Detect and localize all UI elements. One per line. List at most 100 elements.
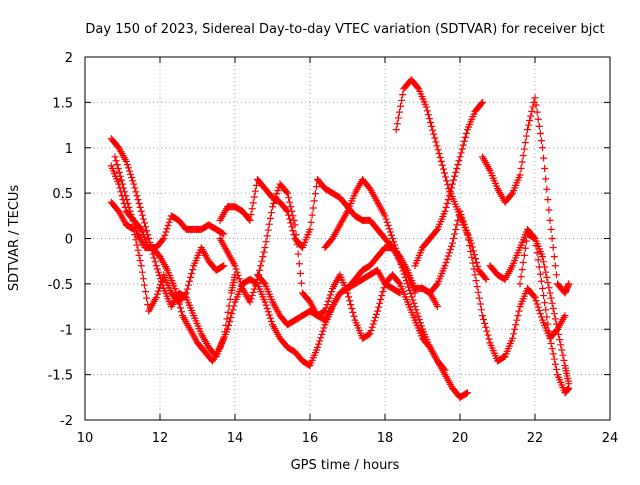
data-point — [537, 137, 545, 145]
series-12 — [419, 207, 569, 365]
x-tick-label: 14 — [227, 431, 244, 446]
data-point — [367, 327, 375, 335]
data-point — [552, 320, 560, 328]
data-point — [417, 322, 425, 330]
data-point — [376, 299, 384, 307]
data-point — [533, 300, 541, 308]
data-point — [161, 231, 169, 239]
data-point — [263, 232, 271, 240]
data-point — [377, 295, 385, 303]
data-point — [114, 164, 122, 172]
data-point — [432, 138, 440, 146]
data-point — [140, 219, 148, 227]
data-point — [306, 225, 314, 233]
data-point — [129, 217, 137, 225]
data-point — [467, 247, 475, 255]
data-point — [139, 275, 147, 283]
data-point — [294, 250, 302, 258]
data-point — [549, 305, 557, 313]
data-point — [460, 220, 468, 228]
data-point — [542, 175, 550, 183]
data-point — [462, 227, 470, 235]
data-point — [292, 231, 300, 239]
data-point — [220, 230, 228, 238]
series-8 — [254, 271, 449, 374]
data-point — [295, 260, 303, 268]
data-point — [540, 258, 548, 266]
data-point — [261, 244, 269, 252]
data-point — [398, 264, 406, 272]
data-point — [391, 241, 399, 249]
data-point — [345, 293, 353, 301]
data-point — [226, 317, 234, 325]
data-point — [436, 153, 444, 161]
data-point — [262, 238, 270, 246]
y-tick-label: -1 — [60, 323, 73, 338]
data-point — [473, 258, 481, 266]
data-point — [536, 270, 544, 278]
data-point — [449, 180, 456, 188]
data-point — [530, 234, 538, 242]
data-point — [543, 313, 551, 321]
data-point — [535, 263, 543, 271]
data-point — [235, 275, 243, 283]
data-point — [256, 266, 264, 274]
data-point — [532, 101, 540, 109]
data-point — [394, 114, 402, 122]
data-point — [548, 299, 556, 307]
data-point — [384, 222, 392, 230]
data-point — [386, 228, 394, 236]
data-markers — [107, 76, 573, 401]
series-13 — [479, 94, 573, 297]
data-point — [415, 316, 423, 324]
data-point — [124, 199, 132, 207]
data-point — [406, 286, 414, 294]
data-point — [542, 268, 550, 276]
data-point — [291, 221, 299, 229]
data-point — [310, 197, 318, 205]
data-point — [163, 225, 171, 233]
data-point — [414, 312, 422, 320]
data-point — [251, 187, 259, 195]
data-point — [565, 280, 573, 288]
data-point — [549, 350, 557, 358]
data-point — [526, 117, 534, 125]
data-point — [138, 211, 146, 219]
data-point — [317, 334, 325, 342]
data-point — [460, 137, 468, 145]
data-point — [249, 288, 257, 296]
data-point — [312, 183, 320, 191]
data-point — [155, 284, 163, 292]
data-point — [125, 203, 133, 211]
data-point — [535, 122, 543, 130]
data-point — [142, 223, 150, 231]
data-point — [454, 216, 462, 224]
data-point — [474, 262, 482, 270]
data-point — [469, 259, 477, 267]
series-9 — [321, 176, 471, 401]
data-point — [449, 239, 456, 247]
data-point — [466, 242, 474, 250]
x-tick-label: 20 — [452, 431, 469, 446]
data-point — [171, 284, 179, 292]
data-point — [389, 235, 396, 242]
data-point — [229, 306, 237, 314]
data-point — [548, 345, 556, 353]
data-point — [459, 217, 467, 225]
data-point — [536, 310, 544, 318]
data-point — [262, 301, 270, 309]
data-point — [547, 225, 555, 233]
data-point — [153, 290, 161, 298]
data-point — [397, 260, 405, 268]
data-point — [539, 284, 546, 292]
data-point — [273, 190, 281, 198]
data-point — [394, 251, 402, 259]
data-point — [274, 187, 282, 195]
data-point — [173, 292, 181, 300]
data-point — [517, 164, 525, 172]
data-point — [462, 129, 470, 137]
data-point — [473, 282, 481, 290]
data-point — [413, 309, 421, 317]
data-point — [542, 306, 550, 314]
x-tick-label: 16 — [302, 431, 319, 446]
